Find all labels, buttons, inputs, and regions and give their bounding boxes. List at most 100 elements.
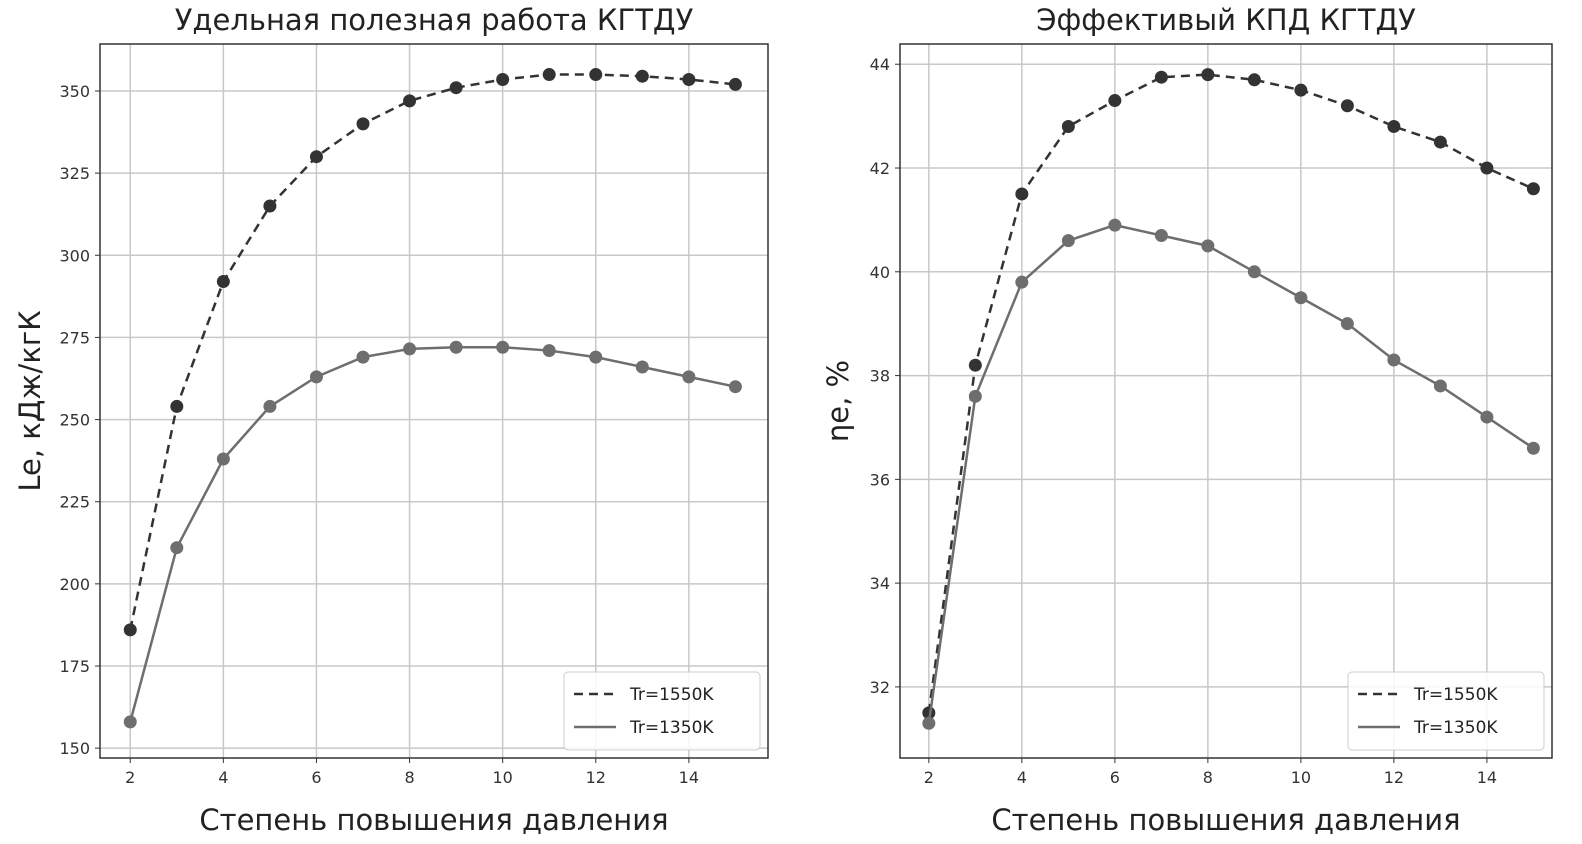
data-point-series-1	[263, 199, 277, 213]
data-point-series-2	[1526, 441, 1540, 455]
data-point-series-2	[1340, 317, 1354, 331]
x-tick-label: 8	[404, 768, 414, 787]
y-tick-label: 175	[59, 657, 90, 676]
y-tick-label: 44	[870, 55, 890, 74]
chart-1: 2 4 6 8 10 12 14 150 175 200 225 250 275 300 325 350 Уде…	[13, 3, 769, 837]
series-line-2	[129, 346, 736, 723]
data-point-series-1	[542, 68, 556, 82]
chart-title: Эффективый КПД КГТДУ	[1036, 3, 1416, 37]
data-point-series-1	[1061, 120, 1075, 134]
data-point-series-2	[356, 350, 370, 364]
data-point-series-1	[1526, 182, 1540, 196]
data-point-series-2	[403, 342, 417, 356]
data-point-series-2	[1154, 228, 1168, 242]
x-axis-label: Степень повышения давления	[199, 803, 668, 837]
data-point-series-1	[728, 77, 742, 91]
data-point-series-2	[263, 399, 277, 413]
data-point-series-1	[123, 623, 137, 637]
legend: Tr=1550K Tr=1350K	[563, 671, 761, 751]
data-point-series-1	[356, 117, 370, 131]
data-point-series-1	[1340, 99, 1354, 113]
data-point-series-2	[1061, 234, 1075, 248]
y-tick-label: 38	[870, 367, 890, 386]
legend-box	[1347, 671, 1545, 751]
plot-frame	[899, 43, 1553, 759]
data-point-series-1	[922, 706, 936, 720]
x-tick-label: 6	[311, 768, 321, 787]
x-axis-label: Степень повышения давления	[991, 803, 1460, 837]
series-line-2	[927, 223, 1535, 724]
legend-box	[563, 671, 761, 751]
data-point-series-1	[1247, 73, 1261, 87]
x-tick-label: 4	[1017, 768, 1027, 787]
data-point-series-1	[496, 72, 510, 86]
data-point-series-1	[1201, 68, 1215, 82]
data-point-series-1	[309, 150, 323, 164]
y-tick-label: 40	[870, 263, 890, 282]
y-tick-label: 225	[59, 493, 90, 512]
data-point-series-2	[216, 452, 230, 466]
plot-frame	[99, 43, 769, 759]
y-tick-label: 42	[870, 159, 890, 178]
data-point-series-1	[1480, 161, 1494, 175]
y-tick-label: 200	[59, 575, 90, 594]
data-point-series-1	[1154, 70, 1168, 84]
y-tick-label: 300	[59, 246, 90, 265]
y-axis-label: ηe, %	[821, 360, 855, 442]
data-point-series-2	[1108, 218, 1122, 232]
data-point-series-2	[1387, 353, 1401, 367]
x-tick-label: 12	[1384, 768, 1404, 787]
data-point-series-1	[403, 94, 417, 108]
x-tick-label: 14	[1477, 768, 1497, 787]
y-tick-label: 34	[870, 574, 890, 593]
data-point-series-2	[496, 340, 510, 354]
legend: Tr=1550K Tr=1350K	[1347, 671, 1545, 751]
legend-label-1: Tr=1550K	[1413, 685, 1498, 705]
data-point-series-1	[1108, 94, 1122, 108]
data-point-series-1	[1433, 135, 1447, 149]
x-tick-label: 4	[218, 768, 228, 787]
data-point-series-1	[1387, 120, 1401, 134]
legend-label-2: Tr=1350K	[629, 718, 714, 738]
data-point-series-2	[309, 370, 323, 384]
y-tick-label: 150	[59, 739, 90, 758]
x-tick-label: 2	[125, 768, 135, 787]
data-point-series-2	[968, 389, 982, 403]
data-point-series-2	[635, 360, 649, 374]
x-tick-label: 8	[1203, 768, 1213, 787]
data-point-series-1	[589, 68, 603, 82]
data-point-series-1	[449, 81, 463, 95]
data-point-series-2	[1480, 410, 1494, 424]
data-point-series-2	[682, 370, 696, 384]
x-tick-label: 2	[924, 768, 934, 787]
data-point-series-2	[1201, 239, 1215, 253]
data-point-series-2	[728, 380, 742, 394]
data-point-series-1	[170, 399, 184, 413]
data-point-series-2	[589, 350, 603, 364]
x-tick-label: 10	[1291, 768, 1311, 787]
data-point-series-2	[170, 541, 184, 555]
legend-label-2: Tr=1350K	[1413, 718, 1498, 738]
data-point-series-1	[635, 69, 649, 83]
data-point-series-1	[968, 358, 982, 372]
data-point-series-2	[922, 716, 936, 730]
legend-label-1: Tr=1550K	[629, 685, 714, 705]
y-tick-label: 36	[870, 470, 890, 489]
data-point-series-2	[1015, 275, 1029, 289]
chart-2: 2 4 6 8 10 12 14 32 34 36 38 40 42 44 Эффективый КПД К…	[821, 3, 1553, 837]
series-line-1	[927, 73, 1534, 714]
y-tick-label: 250	[59, 411, 90, 430]
data-point-series-2	[1433, 379, 1447, 393]
data-point-series-2	[449, 340, 463, 354]
data-point-series-2	[542, 344, 556, 358]
x-tick-label: 6	[1110, 768, 1120, 787]
data-point-series-2	[1247, 265, 1261, 279]
series-line-1	[129, 73, 736, 631]
y-tick-label: 325	[59, 164, 90, 183]
data-point-series-1	[1015, 187, 1029, 201]
y-tick-label: 275	[59, 328, 90, 347]
data-point-series-1	[216, 275, 230, 289]
data-point-series-2	[1294, 291, 1308, 305]
y-axis-label: Le, кДж/кгК	[13, 310, 47, 492]
